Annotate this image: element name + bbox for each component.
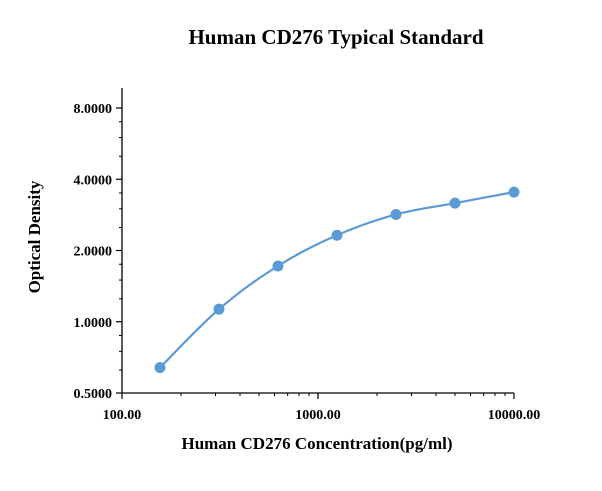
series-layer (154, 186, 520, 374)
y-tick-label: 0.5000 (74, 387, 113, 402)
y-tick-label: 2.0000 (74, 245, 113, 260)
data-point (331, 229, 343, 241)
data-point (390, 208, 402, 220)
y-tick-label: 4.0000 (74, 173, 113, 188)
y-tick-labels: 8.0000 4.0000 2.0000 1.0000 0.5000 (74, 102, 113, 402)
y-tick-label: 8.0000 (74, 102, 113, 117)
data-point (213, 303, 225, 315)
x-axis-title: Human CD276 Concentration(pg/ml) (181, 434, 452, 453)
axes (116, 88, 515, 399)
data-point (508, 186, 520, 198)
data-point (154, 362, 166, 374)
data-point (449, 197, 461, 209)
series-line (159, 191, 515, 369)
y-axis-title: Optical Density (25, 180, 44, 293)
x-tick-label: 1000.00 (295, 408, 341, 423)
x-tick-label: 100.00 (103, 408, 142, 423)
x-tick-label: 10000.00 (488, 408, 541, 423)
data-point (272, 260, 284, 272)
y-tick-label: 1.0000 (74, 316, 113, 331)
chart-title: Human CD276 Typical Standard (188, 25, 483, 49)
x-tick-labels: 100.00 1000.00 10000.00 (103, 408, 541, 423)
